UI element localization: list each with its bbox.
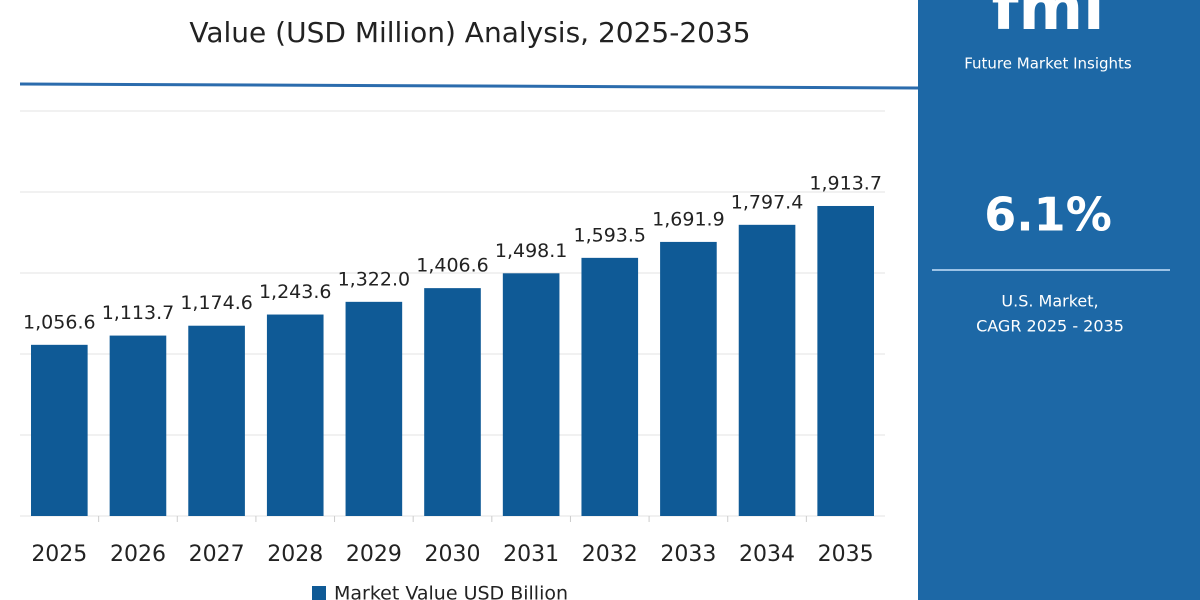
- bar: [502, 273, 560, 516]
- bar: [817, 205, 874, 517]
- value-label: 1,498.1: [495, 240, 568, 262]
- x-tick-label: 2027: [189, 542, 245, 567]
- bar: [424, 288, 481, 516]
- value-label: 1,913.7: [809, 172, 882, 194]
- x-tick-label: 2035: [818, 542, 874, 567]
- logo: fmi: [992, 0, 1105, 44]
- value-label: 1,797.4: [731, 191, 804, 213]
- bar: [581, 257, 639, 516]
- side-panel: [918, 0, 1200, 600]
- chart-title: Value (USD Million) Analysis, 2025-2035: [189, 16, 750, 49]
- legend-label: Market Value USD Billion: [334, 583, 568, 600]
- x-tick-label: 2034: [739, 542, 795, 567]
- x-tick-label: 2026: [110, 542, 166, 567]
- value-label: 1,113.7: [102, 302, 175, 324]
- value-label: 1,056.6: [23, 311, 96, 333]
- title-rule: [19, 82, 919, 90]
- legend-swatch: [312, 586, 326, 600]
- value-label: 1,593.5: [574, 224, 647, 246]
- value-label: 1,691.9: [652, 208, 725, 230]
- x-tick-label: 2029: [346, 542, 402, 567]
- x-tick-label: 2025: [31, 542, 87, 567]
- x-tick-label: 2033: [660, 542, 716, 567]
- x-tick-label: 2032: [582, 542, 638, 567]
- x-tick-label: 2030: [425, 542, 481, 567]
- region-label: U.S. Market,: [1001, 292, 1098, 311]
- cagr-value: 6.1%: [984, 188, 1112, 242]
- x-tick-label: 2028: [267, 542, 323, 567]
- period-label: CAGR 2025 - 2035: [976, 317, 1124, 336]
- bar: [109, 335, 167, 516]
- bar: [738, 224, 796, 516]
- bar: [345, 301, 403, 516]
- x-tick-label: 2031: [503, 542, 559, 567]
- bar: [31, 344, 88, 516]
- bar: [660, 241, 717, 516]
- bar: [188, 325, 245, 516]
- value-label: 1,322.0: [338, 268, 411, 290]
- value-label: 1,174.6: [180, 292, 253, 314]
- bar: [266, 314, 324, 516]
- value-label: 1,406.6: [416, 255, 489, 277]
- brand-name: Future Market Insights: [964, 55, 1132, 73]
- value-label: 1,243.6: [259, 281, 332, 303]
